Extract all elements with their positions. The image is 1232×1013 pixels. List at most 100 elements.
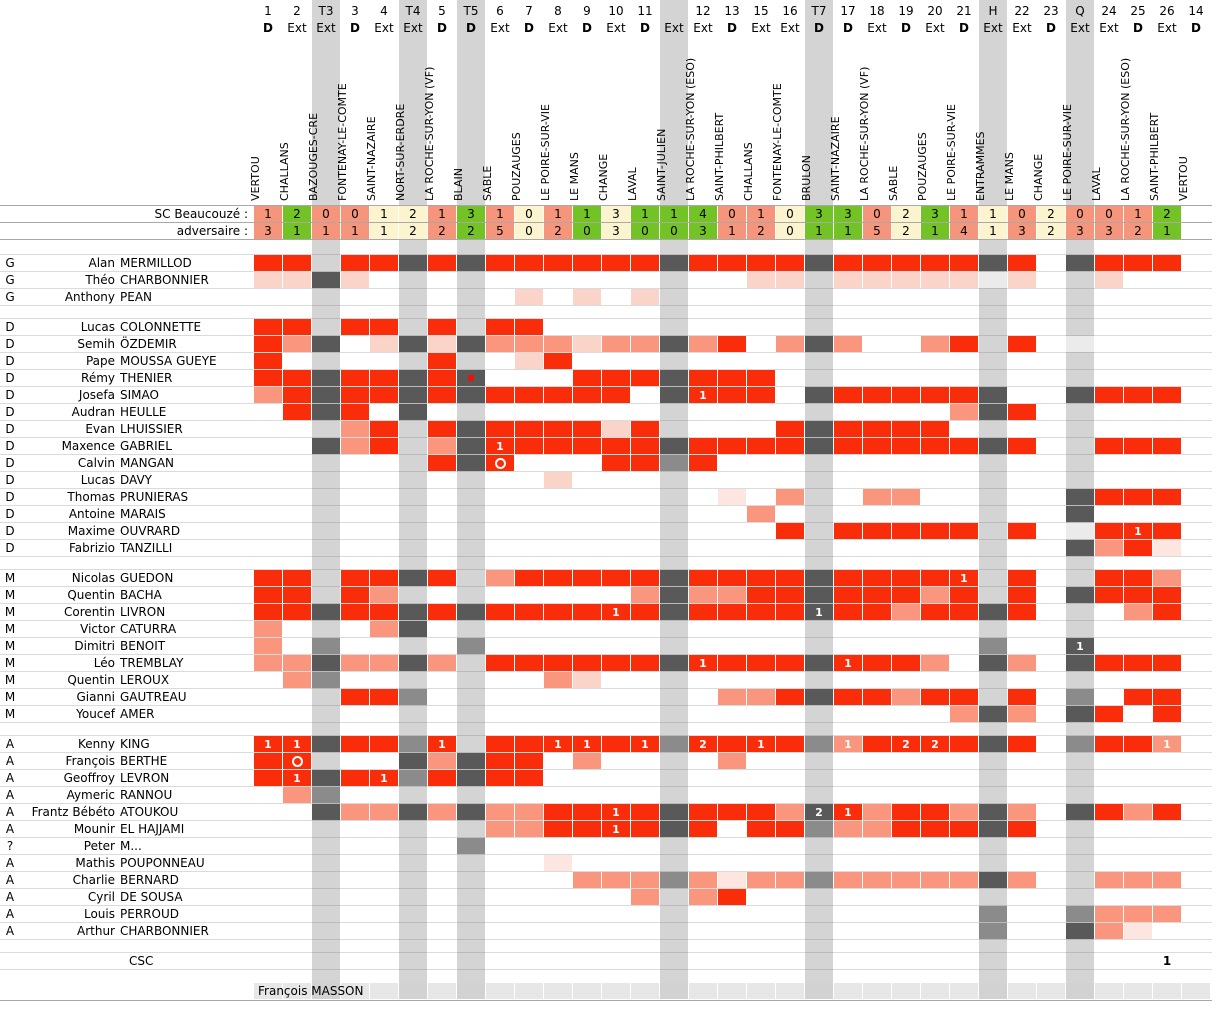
participation-cell[interactable] (341, 370, 369, 386)
team-score-cell[interactable]: 0 (341, 206, 369, 222)
participation-cell[interactable] (1124, 438, 1152, 454)
participation-cell[interactable] (428, 753, 456, 769)
participation-cell[interactable] (1124, 923, 1152, 939)
team-score-cell[interactable]: 2 (1153, 206, 1181, 222)
participation-cell[interactable] (892, 872, 920, 888)
participation-cell[interactable] (515, 736, 543, 752)
participation-cell[interactable]: 1 (573, 736, 601, 752)
csc-cell[interactable]: 1 (1153, 953, 1181, 969)
participation-cell[interactable] (312, 438, 340, 454)
match-number-header[interactable]: 20 (927, 4, 943, 18)
participation-cell[interactable] (776, 336, 804, 352)
team-score-cell[interactable]: 3 (834, 206, 862, 222)
match-number-header[interactable]: 12 (695, 4, 711, 18)
participation-cell[interactable] (718, 387, 746, 403)
participation-cell[interactable] (254, 770, 282, 786)
participation-cell[interactable] (341, 272, 369, 288)
participation-cell[interactable] (805, 336, 833, 352)
participation-cell[interactable] (921, 438, 949, 454)
participation-cell[interactable] (631, 570, 659, 586)
participation-cell[interactable] (1124, 540, 1152, 556)
participation-cell[interactable] (979, 872, 1007, 888)
participation-cell[interactable] (254, 370, 282, 386)
participation-cell[interactable] (1008, 255, 1036, 271)
participation-cell[interactable] (370, 421, 398, 437)
participation-cell[interactable] (863, 587, 891, 603)
participation-cell[interactable] (341, 387, 369, 403)
opponent-name[interactable]: LE POIRE-SUR-VIE (539, 104, 552, 201)
participation-cell[interactable] (312, 672, 340, 688)
participation-cell[interactable] (921, 689, 949, 705)
opponent-score-cell[interactable]: 5 (863, 223, 891, 239)
participation-cell[interactable] (515, 770, 543, 786)
participation-cell[interactable] (602, 438, 630, 454)
participation-cell[interactable] (573, 387, 601, 403)
participation-cell[interactable] (747, 387, 775, 403)
participation-cell[interactable] (718, 370, 746, 386)
participation-cell[interactable] (921, 872, 949, 888)
participation-cell[interactable] (805, 872, 833, 888)
participation-cell[interactable] (602, 655, 630, 671)
participation-cell[interactable] (457, 804, 485, 820)
team-score-cell[interactable]: 1 (950, 206, 978, 222)
participation-cell[interactable] (950, 736, 978, 752)
match-number-header[interactable]: 23 (1043, 4, 1059, 18)
participation-cell[interactable] (515, 387, 543, 403)
participation-cell[interactable] (1008, 404, 1036, 420)
participation-cell[interactable] (312, 804, 340, 820)
participation-cell[interactable] (399, 336, 427, 352)
participation-cell[interactable] (544, 438, 572, 454)
participation-cell[interactable] (1095, 804, 1123, 820)
participation-cell[interactable] (341, 587, 369, 603)
participation-cell[interactable] (312, 736, 340, 752)
participation-cell[interactable] (370, 387, 398, 403)
opponent-score-cell[interactable]: 1 (312, 223, 340, 239)
match-venue-header[interactable]: D (1133, 21, 1143, 35)
participation-cell[interactable] (689, 872, 717, 888)
participation-cell[interactable] (370, 689, 398, 705)
participation-cell[interactable] (312, 272, 340, 288)
opponent-name[interactable]: LE MANS (568, 152, 581, 201)
participation-cell[interactable] (718, 587, 746, 603)
match-number-header[interactable]: 18 (869, 4, 885, 18)
participation-cell[interactable] (544, 855, 572, 871)
opponent-name[interactable]: LA ROCHE-SUR-YON (VF) (423, 66, 436, 201)
participation-cell[interactable] (805, 736, 833, 752)
participation-cell[interactable]: 1 (254, 736, 282, 752)
participation-cell[interactable] (1095, 872, 1123, 888)
participation-cell[interactable] (979, 906, 1007, 922)
participation-cell[interactable] (689, 255, 717, 271)
participation-cell[interactable] (341, 319, 369, 335)
participation-cell[interactable] (283, 587, 311, 603)
participation-cell[interactable] (1008, 706, 1036, 722)
participation-cell[interactable] (254, 570, 282, 586)
participation-cell[interactable] (312, 787, 340, 803)
participation-cell[interactable] (892, 523, 920, 539)
participation-cell[interactable] (747, 506, 775, 522)
participation-cell[interactable] (486, 421, 514, 437)
participation-cell[interactable] (1124, 872, 1152, 888)
participation-cell[interactable] (1066, 655, 1094, 671)
participation-cell[interactable] (834, 336, 862, 352)
participation-cell[interactable] (1095, 255, 1123, 271)
participation-cell[interactable] (399, 621, 427, 637)
match-number-header[interactable]: 7 (525, 4, 533, 18)
team-score-cell[interactable]: 1 (631, 206, 659, 222)
participation-cell[interactable] (834, 821, 862, 837)
participation-cell[interactable] (660, 255, 688, 271)
participation-cell[interactable] (776, 736, 804, 752)
participation-cell[interactable] (747, 587, 775, 603)
participation-cell[interactable]: 1 (834, 736, 862, 752)
participation-cell[interactable] (486, 387, 514, 403)
participation-cell[interactable] (631, 336, 659, 352)
opponent-score-cell[interactable]: 1 (718, 223, 746, 239)
opponent-score-cell[interactable]: 1 (834, 223, 862, 239)
participation-cell[interactable] (254, 638, 282, 654)
match-number-header[interactable]: 4 (380, 4, 388, 18)
participation-cell[interactable] (1124, 906, 1152, 922)
match-venue-header[interactable]: Ext (780, 21, 800, 35)
participation-cell[interactable] (979, 804, 1007, 820)
participation-cell[interactable] (370, 319, 398, 335)
participation-cell[interactable] (399, 770, 427, 786)
participation-cell[interactable] (573, 804, 601, 820)
